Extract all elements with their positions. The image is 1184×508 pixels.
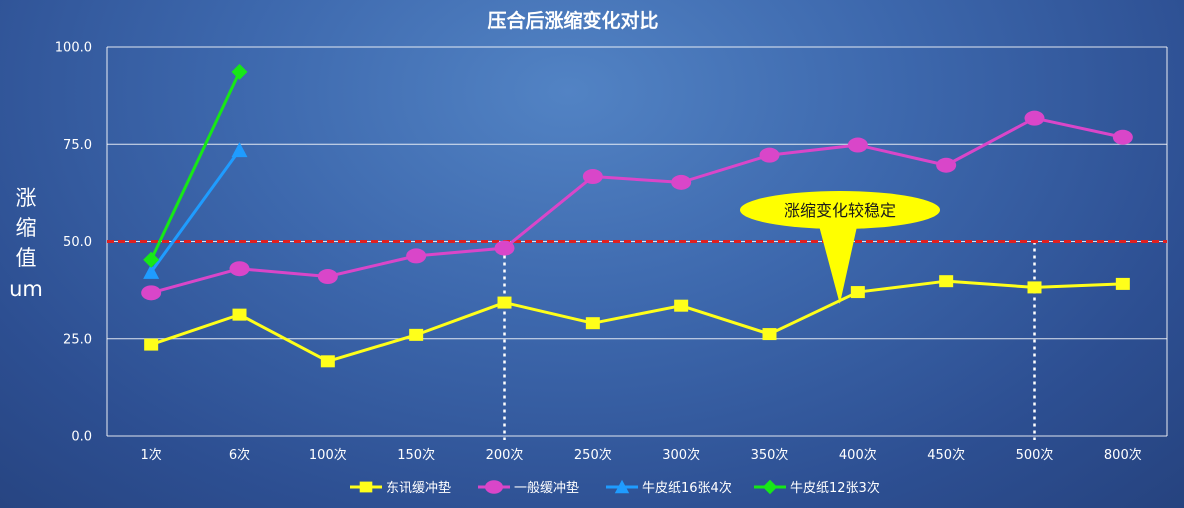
y-tick-label: 50.0 bbox=[63, 235, 92, 250]
series-circle bbox=[141, 110, 1133, 301]
x-tick-label: 100次 bbox=[309, 447, 347, 463]
x-tick-label: 450次 bbox=[927, 447, 965, 463]
y-axis-label-part: 缩 bbox=[16, 216, 37, 240]
y-tick-label: 75.0 bbox=[63, 138, 92, 153]
series-line bbox=[150, 279, 1123, 363]
series-line bbox=[149, 71, 241, 261]
data-point bbox=[320, 355, 335, 368]
callout-text: 涨缩变化较稳定 bbox=[784, 201, 896, 220]
series-triangle bbox=[143, 142, 248, 279]
x-tick-label: 150次 bbox=[397, 447, 435, 463]
x-tick-label: 250次 bbox=[574, 447, 612, 463]
legend-label: 一般缓冲垫 bbox=[514, 480, 579, 496]
data-point bbox=[497, 296, 512, 309]
x-tick-label: 500次 bbox=[1016, 447, 1054, 463]
data-point bbox=[936, 157, 957, 173]
legend-item: 一般缓冲垫 bbox=[478, 480, 579, 496]
legend-swatch-marker bbox=[614, 479, 630, 494]
x-tick-label: 6次 bbox=[229, 447, 250, 463]
legend-swatch-marker bbox=[485, 480, 503, 494]
data-point bbox=[939, 275, 954, 288]
data-point bbox=[1112, 129, 1133, 145]
data-point bbox=[1024, 110, 1045, 126]
data-point bbox=[141, 285, 162, 301]
legend: 东讯缓冲垫 一般缓冲垫 牛皮纸16张4次 牛皮纸12张3次 bbox=[350, 479, 880, 496]
data-point bbox=[1115, 277, 1130, 290]
data-point bbox=[143, 263, 160, 279]
data-point bbox=[317, 269, 338, 285]
x-tick-label: 300次 bbox=[662, 447, 700, 463]
data-point bbox=[674, 299, 689, 312]
data-point bbox=[759, 147, 780, 163]
legend-label: 牛皮纸12张3次 bbox=[790, 480, 880, 496]
x-tick-label: 400次 bbox=[839, 447, 877, 463]
series-diamond bbox=[143, 63, 248, 268]
legend-item: 牛皮纸16张4次 bbox=[606, 479, 732, 496]
data-point bbox=[143, 251, 160, 268]
data-point bbox=[582, 169, 603, 185]
data-point bbox=[1027, 281, 1042, 294]
data-point bbox=[232, 308, 247, 321]
data-point bbox=[229, 261, 250, 277]
data-point bbox=[850, 286, 865, 299]
y-tick-label: 25.0 bbox=[63, 332, 92, 347]
y-tick-labels: 0.0 25.0 50.0 75.0 100.0 bbox=[55, 41, 92, 445]
data-point bbox=[231, 142, 248, 158]
annotation-callout: 涨缩变化较稳定 bbox=[740, 191, 940, 304]
y-axis-label-part: 涨 bbox=[16, 186, 37, 210]
x-tick-labels: 1次 6次 100次 150次 200次 250次 300次 350次 400次 450次 500次… bbox=[141, 447, 1142, 463]
chart-title: 压合后涨缩变化对比 bbox=[487, 9, 658, 32]
series-line bbox=[150, 116, 1124, 295]
legend-swatch-marker bbox=[762, 479, 778, 495]
data-point bbox=[406, 248, 427, 264]
series-square bbox=[144, 275, 1130, 368]
y-axis-label-part: 值 bbox=[16, 246, 37, 270]
data-point bbox=[231, 63, 248, 80]
vertical-markers bbox=[503, 241, 1036, 440]
legend-item: 牛皮纸12张3次 bbox=[754, 479, 880, 496]
data-point bbox=[409, 328, 424, 341]
x-tick-label: 200次 bbox=[486, 447, 524, 463]
x-tick-label: 800次 bbox=[1104, 447, 1142, 463]
y-axis-label: 涨缩值 um bbox=[9, 186, 43, 301]
data-point bbox=[144, 338, 159, 351]
x-tick-label: 1次 bbox=[141, 447, 162, 463]
series-group bbox=[141, 63, 1133, 368]
data-point bbox=[847, 137, 868, 153]
callout-pointer bbox=[818, 222, 858, 304]
y-tick-label: 100.0 bbox=[55, 41, 92, 56]
y-axis-label-part: um bbox=[9, 277, 43, 301]
x-tick-label: 350次 bbox=[751, 447, 789, 463]
data-point bbox=[585, 317, 600, 330]
legend-swatch-marker bbox=[359, 481, 373, 493]
series-line bbox=[149, 149, 241, 273]
legend-label: 东讯缓冲垫 bbox=[386, 480, 451, 496]
data-point bbox=[494, 240, 515, 256]
legend-label: 牛皮纸16张4次 bbox=[642, 480, 732, 496]
legend-item: 东讯缓冲垫 bbox=[350, 480, 451, 496]
y-tick-label: 0.0 bbox=[71, 430, 92, 445]
callout-bubble bbox=[740, 191, 940, 229]
data-point bbox=[762, 328, 777, 341]
data-point bbox=[671, 174, 692, 190]
